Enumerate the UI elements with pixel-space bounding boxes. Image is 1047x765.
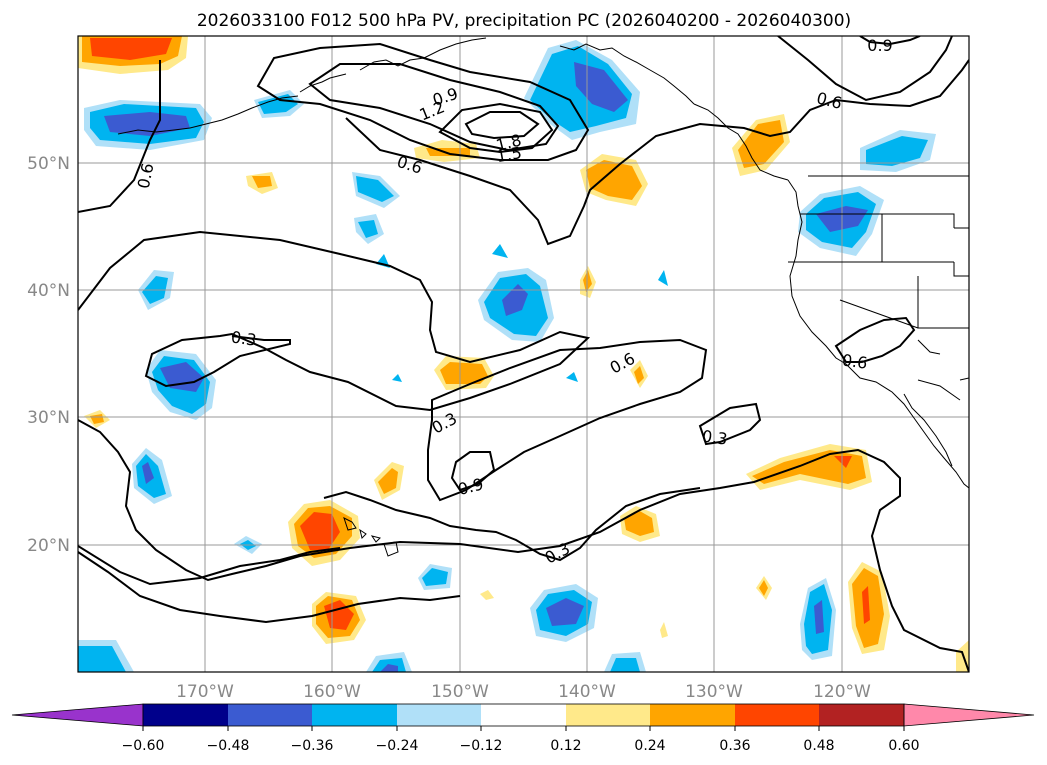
lon-label: 160°W [303, 682, 361, 702]
precip-blob [860, 130, 936, 172]
colorbar-segment [312, 704, 397, 726]
colorbar-segment-max [903, 703, 1035, 727]
precip-blob [746, 444, 872, 490]
colorbar-segment-min [11, 703, 144, 727]
precip-blob [78, 640, 134, 672]
precip-blob [580, 154, 648, 206]
precip-blob [374, 462, 404, 500]
contour-label: 0.6 [134, 161, 158, 190]
colorbar-tick-label: 0.48 [803, 738, 834, 754]
contour-label: 0.9 [867, 36, 892, 55]
precip-blob [798, 186, 884, 256]
lat-axis-labels: 50°N 40°N 30°N 20°N [27, 154, 70, 556]
colorbar-tick-label: 0.60 [888, 738, 919, 754]
colorbar-segment [481, 704, 566, 726]
precip-blob [732, 114, 790, 176]
precip-blob [480, 576, 772, 638]
colorbar-segment [143, 704, 228, 726]
colorbar-segment [228, 704, 312, 726]
precip-blob [800, 578, 836, 660]
precip-blob [524, 40, 640, 140]
map-content: 0.9 0.6 0.9 1.2 1.8 1.5 0.6 0.6 0.3 0.6 … [78, 36, 969, 672]
contour-label: 0.3 [230, 327, 258, 349]
lon-label: 120°W [813, 682, 871, 702]
colorbar-tick-label: −0.60 [122, 738, 165, 754]
precip-blob [78, 36, 188, 74]
map-frame [77, 35, 970, 673]
precip-blob [530, 584, 598, 642]
colorbar-tick-labels: −0.60 −0.48 −0.36 −0.24 −0.12 0.12 0.24 … [122, 738, 920, 754]
lat-label: 30°N [27, 408, 70, 428]
colorbar-segment [819, 704, 904, 726]
colorbar-tick-label: 0.12 [550, 738, 581, 754]
colorbar-tick-label: 0.36 [719, 738, 750, 754]
precip-blob [434, 356, 494, 390]
lon-label: 170°W [176, 682, 234, 702]
contour-label: 0.3 [701, 426, 729, 448]
precip-blob [146, 350, 216, 420]
precip-blob [418, 564, 452, 590]
lon-label: 130°W [685, 682, 743, 702]
precip-blob [354, 214, 384, 244]
precip-blob [630, 360, 648, 388]
colorbar-tick-label: −0.48 [207, 738, 250, 754]
pv-contours [78, 36, 969, 672]
precip-blob [132, 448, 172, 504]
colorbar-segment [650, 704, 735, 726]
colorbar-tick-label: −0.12 [460, 738, 503, 754]
colorbar-tick-label: 0.24 [634, 738, 665, 754]
colorbar: −0.60 −0.48 −0.36 −0.24 −0.12 0.12 0.24 … [11, 703, 1035, 754]
contour-label: 0.6 [841, 350, 869, 372]
colorbar-segment [735, 704, 819, 726]
precip-blob [352, 172, 400, 208]
precip-blob [848, 562, 890, 654]
colorbar-ticks [142, 726, 905, 731]
lon-axis-labels: 170°W 160°W 150°W 140°W 130°W 120°W [176, 682, 871, 702]
lat-label: 40°N [27, 281, 70, 301]
coastlines [117, 37, 969, 557]
colorbar-tick-label: −0.24 [376, 738, 419, 754]
lat-label: 20°N [27, 536, 70, 556]
colorbar-tick-label: −0.36 [291, 738, 334, 754]
precip-blob [366, 652, 646, 672]
lon-label: 140°W [558, 682, 616, 702]
map-title: 2026033100 F012 500 hPa PV, precipitatio… [197, 11, 851, 31]
lat-label: 50°N [27, 154, 70, 174]
colorbar-segment [397, 704, 481, 726]
precip-blob [246, 172, 278, 194]
contour-label: 1.5 [495, 143, 523, 166]
colorbar-frame [142, 703, 905, 727]
colorbar-segment [566, 704, 650, 726]
lon-label: 150°W [431, 682, 489, 702]
